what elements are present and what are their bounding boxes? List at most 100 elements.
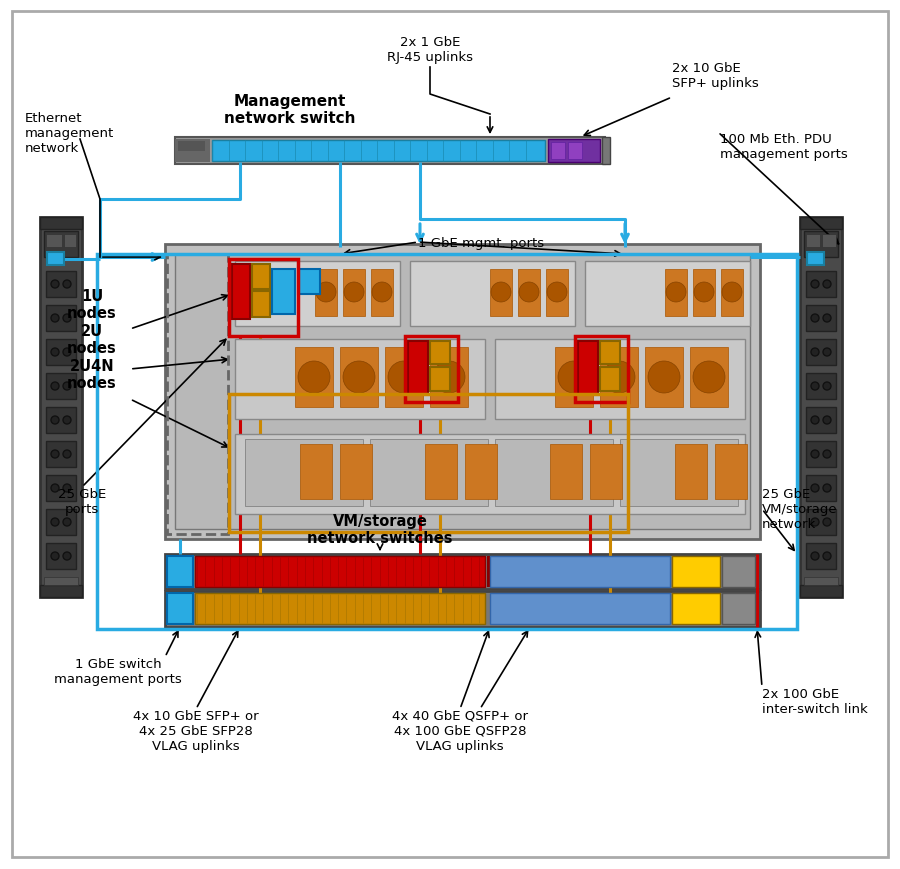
Bar <box>800 218 842 597</box>
Circle shape <box>811 281 819 289</box>
Bar <box>97 255 797 629</box>
Bar <box>40 586 82 597</box>
Circle shape <box>51 553 59 561</box>
Bar <box>620 440 738 507</box>
Bar <box>165 245 760 540</box>
Circle shape <box>823 382 831 390</box>
Circle shape <box>811 416 819 425</box>
Circle shape <box>666 282 686 302</box>
Bar <box>806 374 836 400</box>
Bar <box>232 265 250 320</box>
Bar <box>715 444 747 500</box>
Circle shape <box>811 484 819 493</box>
Bar <box>806 543 836 569</box>
Bar <box>575 336 628 402</box>
Bar <box>430 342 450 365</box>
Bar <box>806 272 836 298</box>
Bar <box>40 218 82 597</box>
Circle shape <box>51 281 59 289</box>
Bar <box>298 269 320 295</box>
Bar <box>490 594 670 624</box>
Bar <box>245 440 363 507</box>
Circle shape <box>433 362 465 394</box>
Bar <box>46 509 76 535</box>
Bar <box>672 556 720 587</box>
Circle shape <box>823 416 831 425</box>
Text: 100 Mb Eth. PDU
management ports: 100 Mb Eth. PDU management ports <box>720 133 848 161</box>
Circle shape <box>63 450 71 459</box>
Circle shape <box>811 348 819 356</box>
Circle shape <box>823 315 831 322</box>
Bar <box>600 342 620 365</box>
Bar <box>195 594 485 624</box>
Bar <box>721 269 743 316</box>
Bar <box>722 556 755 587</box>
Circle shape <box>823 484 831 493</box>
Bar <box>518 269 540 316</box>
Circle shape <box>811 553 819 561</box>
Bar <box>602 138 610 165</box>
Circle shape <box>63 416 71 425</box>
Bar <box>44 577 78 586</box>
Circle shape <box>298 362 330 394</box>
Circle shape <box>344 282 364 302</box>
Bar <box>690 348 728 408</box>
Circle shape <box>603 362 635 394</box>
Bar <box>585 262 750 327</box>
Bar <box>490 269 512 316</box>
Bar <box>487 556 490 587</box>
Circle shape <box>811 450 819 459</box>
Bar <box>425 444 457 500</box>
Bar <box>340 444 372 500</box>
Circle shape <box>694 282 714 302</box>
Bar <box>675 444 707 500</box>
Bar <box>229 395 628 533</box>
Bar <box>546 269 568 316</box>
Circle shape <box>823 450 831 459</box>
Bar <box>645 348 683 408</box>
Bar <box>167 594 193 624</box>
Bar <box>806 475 836 501</box>
Bar <box>693 269 715 316</box>
Text: 25 GbE
VM/storage
network: 25 GbE VM/storage network <box>762 488 838 530</box>
Bar <box>46 441 76 468</box>
Bar <box>548 140 600 163</box>
Circle shape <box>811 382 819 390</box>
Text: 25 GbE
ports: 25 GbE ports <box>58 488 106 515</box>
Bar <box>568 143 582 160</box>
Bar <box>590 444 622 500</box>
Bar <box>167 556 193 587</box>
Text: VM/storage
network switches: VM/storage network switches <box>307 513 453 546</box>
Text: 4x 40 GbE QSFP+ or
4x 100 GbE QSFP28
VLAG uplinks: 4x 40 GbE QSFP+ or 4x 100 GbE QSFP28 VLA… <box>392 709 528 753</box>
Bar <box>46 340 76 366</box>
Circle shape <box>547 282 567 302</box>
Bar <box>550 444 582 500</box>
Circle shape <box>51 315 59 322</box>
Bar <box>804 232 838 258</box>
Bar <box>806 340 836 366</box>
Circle shape <box>63 519 71 527</box>
Bar <box>46 374 76 400</box>
Bar <box>800 218 842 229</box>
Circle shape <box>63 348 71 356</box>
Bar <box>44 232 78 258</box>
Bar <box>46 408 76 434</box>
Circle shape <box>823 519 831 527</box>
Circle shape <box>811 519 819 527</box>
Bar <box>46 543 76 569</box>
Bar <box>178 142 205 152</box>
Bar <box>165 591 760 627</box>
Bar <box>300 444 332 500</box>
Bar <box>252 292 270 318</box>
Circle shape <box>388 362 420 394</box>
Circle shape <box>63 315 71 322</box>
Bar <box>315 269 337 316</box>
Circle shape <box>491 282 511 302</box>
Bar <box>410 262 575 327</box>
Bar <box>806 306 836 332</box>
Circle shape <box>51 519 59 527</box>
Text: Management
network switch: Management network switch <box>224 94 356 126</box>
Circle shape <box>372 282 392 302</box>
Bar <box>46 235 62 248</box>
Bar <box>465 444 497 500</box>
